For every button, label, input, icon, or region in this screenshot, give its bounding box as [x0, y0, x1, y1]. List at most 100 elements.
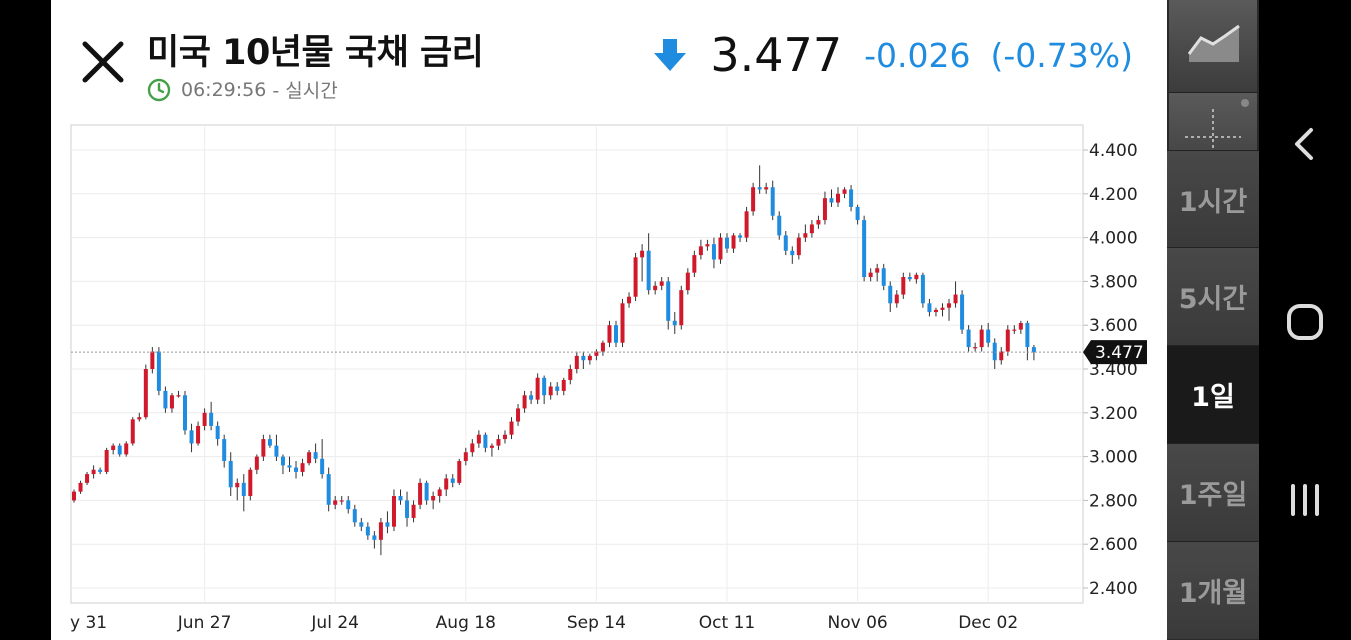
- candle: [98, 467, 103, 475]
- candle-body: [574, 355, 579, 369]
- candle: [666, 277, 671, 330]
- candle: [581, 351, 586, 369]
- candle: [542, 375, 547, 405]
- candle-body: [653, 285, 658, 291]
- range-4[interactable]: 1주일: [1167, 443, 1259, 541]
- range-3[interactable]: 1일: [1167, 345, 1259, 443]
- candle-body: [418, 482, 423, 505]
- candle-body: [594, 351, 599, 356]
- candle: [842, 187, 847, 199]
- instrument-title: 미국 10년물 국채 금리: [147, 33, 484, 73]
- candle: [437, 487, 442, 503]
- candle-body: [1025, 323, 1030, 348]
- candle-body: [640, 250, 645, 258]
- candle-body: [209, 412, 214, 426]
- candle-body: [320, 458, 325, 475]
- candle-body: [183, 395, 188, 431]
- candlestick-chart[interactable]: 4.400 4.200 4.000 3.800 3.600 3.400 3.200 3.000…: [51, 0, 1167, 640]
- back-icon[interactable]: [1283, 124, 1327, 164]
- candle-body: [718, 237, 723, 260]
- candle-body: [411, 504, 416, 518]
- candle: [320, 439, 325, 479]
- candle-body: [711, 244, 716, 260]
- candle: [888, 281, 893, 313]
- candle-body: [143, 369, 148, 418]
- candle-body: [163, 390, 168, 409]
- candle-body: [352, 509, 357, 523]
- candle-body: [72, 491, 76, 501]
- candle: [176, 390, 181, 398]
- candle-body: [176, 395, 181, 397]
- crosshair-icon: [1185, 99, 1249, 165]
- candle: [156, 347, 161, 396]
- candle-body: [300, 463, 305, 472]
- candle: [1018, 320, 1023, 334]
- candle-body: [1018, 323, 1023, 330]
- candle-body: [777, 215, 782, 236]
- candle-body: [973, 347, 978, 349]
- candle: [143, 364, 148, 420]
- candle-body: [992, 342, 997, 361]
- candle-body: [254, 456, 259, 470]
- candle-body: [960, 294, 965, 330]
- home-icon[interactable]: [1283, 300, 1327, 344]
- range-5[interactable]: 1개월: [1167, 541, 1259, 639]
- range-2[interactable]: 5시간: [1167, 247, 1259, 345]
- candle-body: [516, 408, 521, 422]
- candle: [444, 474, 449, 497]
- candle: [711, 237, 716, 269]
- candle: [489, 443, 494, 457]
- candle: [274, 434, 279, 461]
- candle: [613, 320, 618, 348]
- candle: [209, 401, 214, 431]
- candle: [907, 272, 912, 282]
- candle-body: [986, 329, 991, 343]
- candle: [476, 430, 481, 448]
- candle: [587, 353, 592, 365]
- candle-body: [496, 439, 501, 446]
- candle: [267, 434, 272, 448]
- candle-body: [196, 425, 201, 444]
- update-time: 06:29:56 - 실시간: [147, 76, 338, 103]
- candle-body: [548, 386, 553, 396]
- candle: [307, 450, 312, 466]
- candle: [424, 480, 429, 505]
- last-price-tag: [1083, 340, 1147, 365]
- candle-body: [378, 522, 383, 540]
- candle: [829, 189, 834, 207]
- close-button[interactable]: [81, 40, 125, 84]
- candle: [457, 458, 462, 486]
- candle-series: [72, 165, 1036, 556]
- candle-body: [862, 220, 867, 278]
- candle-body: [222, 439, 227, 461]
- candle-body: [1031, 347, 1036, 353]
- chart-type-button[interactable]: [1169, 0, 1257, 93]
- candle: [855, 204, 860, 225]
- candle-body: [424, 482, 429, 501]
- system-navigation-bar: [1259, 0, 1351, 640]
- candle-body: [914, 274, 919, 280]
- candle-body: [725, 237, 729, 249]
- candle-body: [836, 193, 841, 203]
- candle: [339, 496, 344, 505]
- candle-body: [822, 198, 827, 221]
- y-tick-label: 3.800: [1089, 272, 1138, 292]
- candle: [757, 165, 762, 194]
- candle: [169, 393, 174, 413]
- y-tick-label: 3.600: [1089, 316, 1138, 336]
- candle: [228, 452, 233, 497]
- candle-body: [215, 425, 220, 440]
- candle: [966, 325, 971, 352]
- candle-body: [881, 268, 886, 286]
- candle: [607, 320, 612, 348]
- candle-body: [267, 439, 272, 446]
- range-1[interactable]: 1시간: [1167, 150, 1259, 248]
- candle: [901, 272, 906, 299]
- candle: [640, 244, 645, 282]
- candle-body: [91, 469, 96, 475]
- candle: [450, 474, 455, 488]
- candle-body: [98, 469, 103, 472]
- candle-body: [444, 478, 449, 490]
- recents-icon[interactable]: [1283, 480, 1327, 520]
- candle-body: [816, 220, 821, 225]
